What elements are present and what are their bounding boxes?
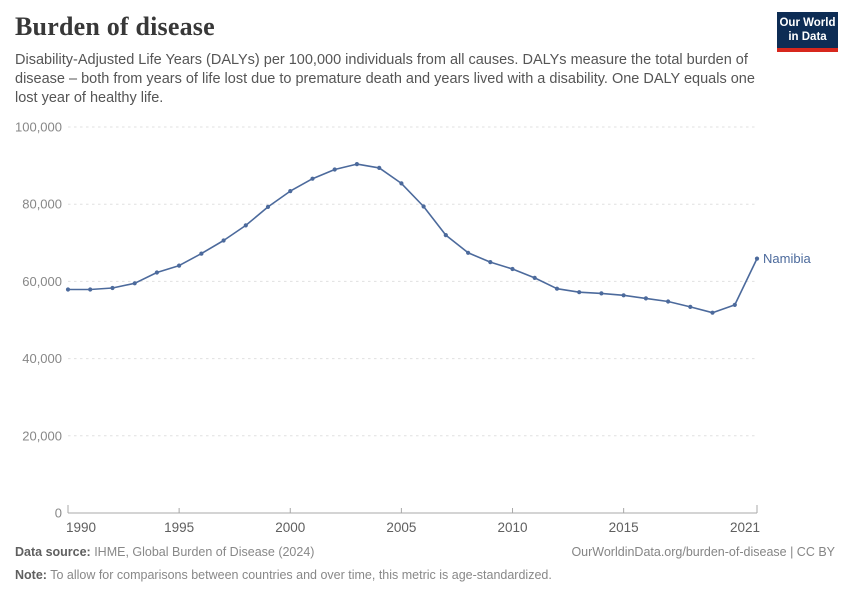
footer-note: Note: To allow for comparisons between c… (15, 567, 835, 583)
owid-logo-line1: Our World (779, 17, 836, 29)
series-end-label[interactable]: Namibia (763, 251, 811, 266)
data-point[interactable] (688, 304, 693, 309)
data-point[interactable] (466, 250, 471, 255)
data-point[interactable] (532, 275, 537, 280)
data-point[interactable] (666, 299, 671, 304)
data-point[interactable] (199, 251, 204, 256)
data-point[interactable] (377, 165, 382, 170)
y-axis-tick-label: 40,000 (22, 351, 62, 366)
data-point[interactable] (443, 233, 448, 238)
x-axis-tick-label: 2000 (275, 520, 305, 535)
x-axis-tick-label: 1990 (66, 520, 96, 535)
data-point[interactable] (399, 181, 404, 186)
data-point[interactable] (65, 287, 71, 292)
data-point[interactable] (288, 189, 293, 194)
data-point[interactable] (554, 286, 560, 291)
y-axis-tick-label: 0 (55, 506, 62, 521)
data-point[interactable] (132, 281, 137, 286)
owid-logo-line2: in Data (788, 31, 827, 43)
note-text: To allow for comparisons between countri… (46, 568, 552, 582)
data-point[interactable] (732, 302, 737, 307)
x-axis-tick-label: 2021 (730, 520, 760, 535)
y-axis-tick-label: 20,000 (22, 428, 62, 443)
page-title: Burden of disease (15, 12, 215, 41)
x-axis-tick-label: 2005 (386, 520, 416, 535)
y-axis-tick-label: 80,000 (22, 197, 62, 212)
chart-footer: Data source: IHME, Global Burden of Dise… (15, 544, 835, 583)
data-point[interactable] (710, 310, 715, 315)
data-point[interactable] (643, 296, 649, 301)
chart-subtitle: Disability-Adjusted Life Years (DALYs) p… (15, 52, 755, 106)
data-point[interactable] (154, 270, 159, 275)
data-point[interactable] (510, 266, 515, 272)
data-point[interactable] (332, 167, 337, 172)
data-source-label: Data source: (15, 545, 91, 559)
namibia-line-series[interactable] (67, 163, 758, 314)
data-point[interactable] (754, 256, 760, 261)
data-point[interactable] (221, 238, 226, 243)
y-axis-tick-label: 60,000 (22, 274, 62, 289)
data-point[interactable] (599, 291, 604, 296)
credit-link[interactable]: OurWorldinData.org/burden-of-disease | C… (571, 545, 835, 559)
x-axis-tick-label: 1995 (164, 520, 194, 535)
data-point[interactable] (354, 162, 359, 167)
data-point[interactable] (421, 204, 426, 209)
note-label: Note: (15, 568, 47, 582)
data-point[interactable] (110, 285, 115, 291)
x-axis-tick-label: 2010 (497, 520, 527, 535)
data-point[interactable] (621, 293, 626, 298)
data-point[interactable] (88, 287, 93, 292)
data-point[interactable] (265, 204, 271, 209)
data-point[interactable] (310, 176, 315, 181)
data-source: Data source: IHME, Global Burden of Dise… (15, 544, 314, 560)
data-point[interactable] (488, 260, 493, 265)
data-point[interactable] (177, 263, 182, 268)
data-point[interactable] (243, 223, 248, 228)
x-axis-tick-label: 2015 (609, 520, 639, 535)
owid-logo[interactable]: Our World in Data (777, 12, 838, 52)
data-source-text: IHME, Global Burden of Disease (2024) (90, 545, 315, 559)
y-axis-tick-label: 100,000 (15, 120, 62, 135)
data-point[interactable] (577, 290, 582, 295)
